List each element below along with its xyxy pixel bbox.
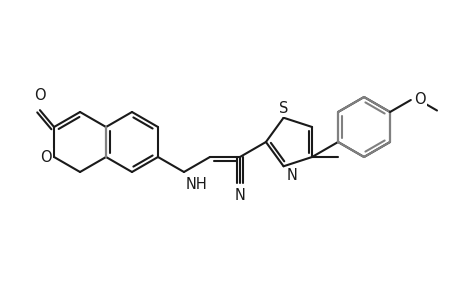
- Text: NH: NH: [185, 177, 207, 192]
- Text: S: S: [278, 101, 288, 116]
- Text: N: N: [234, 188, 245, 203]
- Text: O: O: [34, 88, 45, 103]
- Text: O: O: [413, 92, 425, 106]
- Text: O: O: [40, 149, 52, 164]
- Text: N: N: [286, 168, 297, 183]
